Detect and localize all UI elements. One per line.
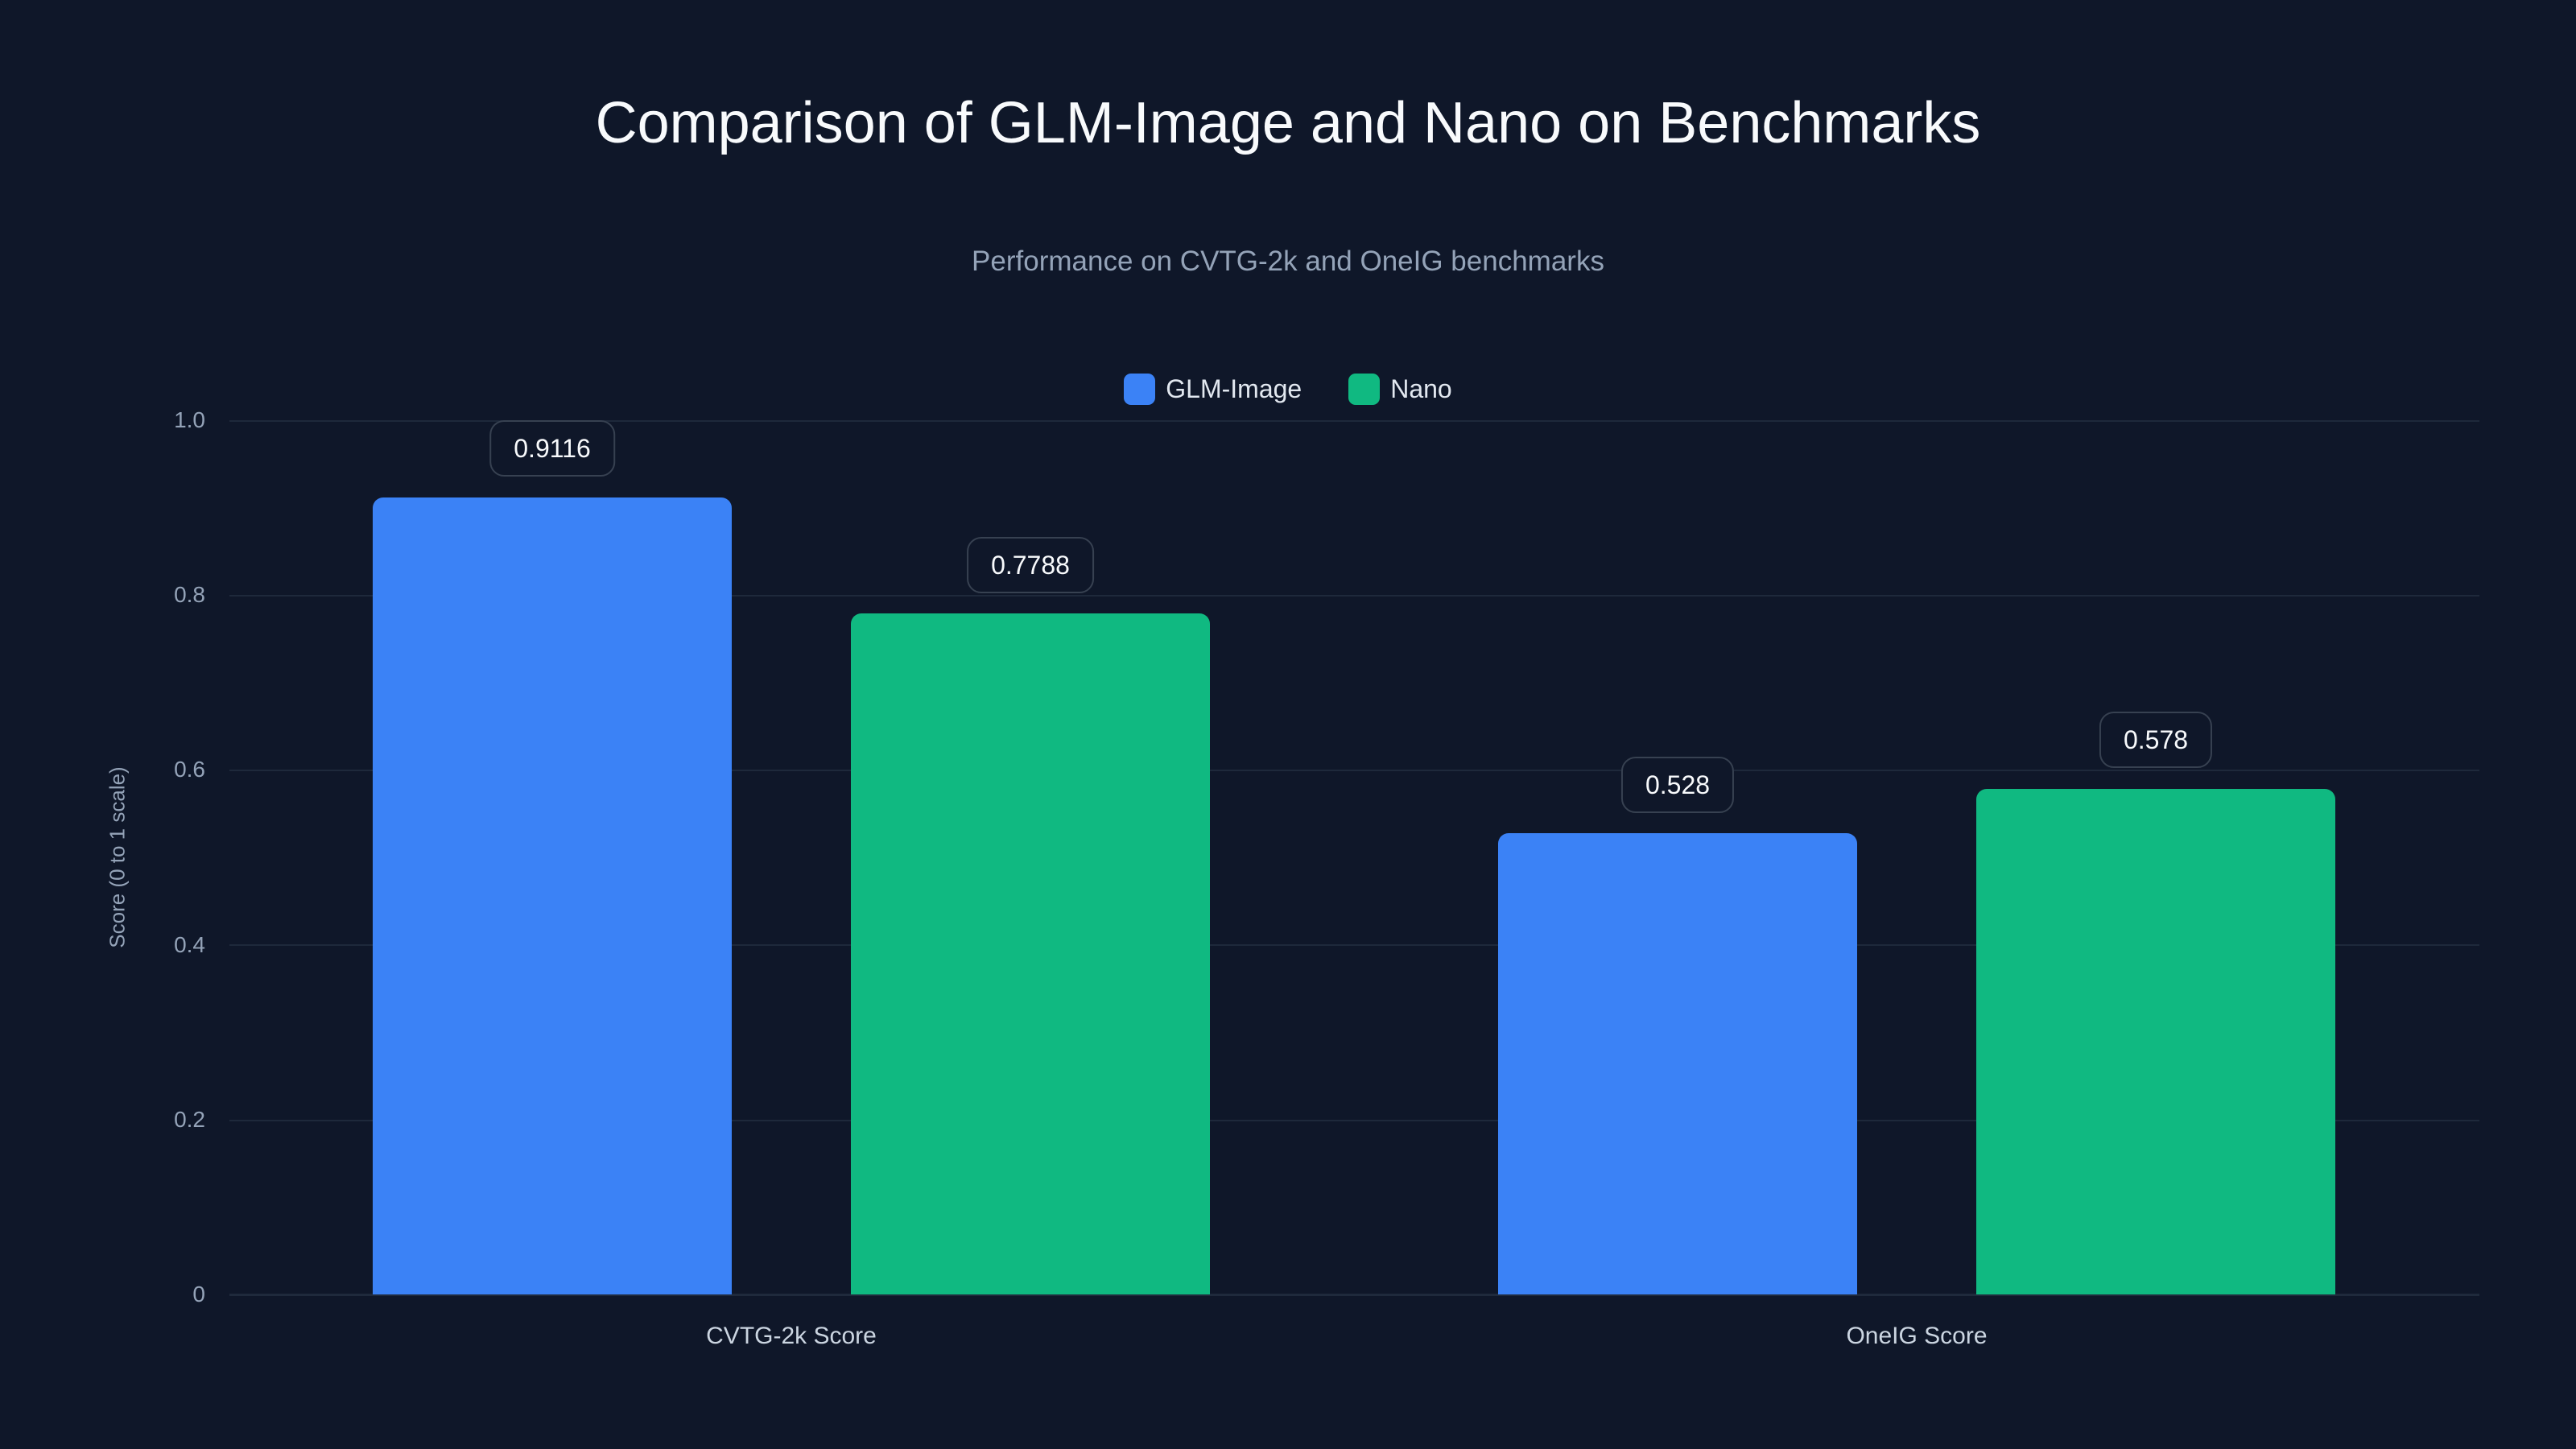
legend-label: GLM-Image: [1166, 374, 1302, 403]
gridline-0.8: [229, 595, 2479, 597]
bar-cvtg-nano[interactable]: [851, 613, 1210, 1294]
plot-area: 0.9116 0.7788 0.528 0.578: [229, 420, 2479, 1296]
gridline-0.4: [229, 944, 2479, 946]
glm-image-swatch-icon: [1124, 374, 1156, 405]
y-tick: 0.8: [174, 582, 205, 607]
bar-oneig-nano[interactable]: [1976, 789, 2335, 1294]
legend-item-nano[interactable]: Nano: [1348, 374, 1452, 405]
value-label: 0.528: [1620, 757, 1735, 813]
y-tick: 0.4: [174, 932, 205, 957]
gridline-0.6: [229, 770, 2479, 771]
bar-cvtg-glm-image[interactable]: [373, 497, 732, 1294]
y-tick: 0.6: [174, 757, 205, 782]
y-tick: 0.2: [174, 1107, 205, 1132]
value-label: 0.7788: [967, 537, 1094, 593]
nano-swatch-icon: [1348, 374, 1381, 405]
x-axis-baseline: [229, 1294, 2479, 1296]
x-tick-cvtg-2k: CVTG-2k Score: [706, 1323, 877, 1349]
bar-oneig-glm-image[interactable]: [1498, 833, 1857, 1294]
legend-label: Nano: [1390, 374, 1452, 403]
gridline-1.0: [229, 420, 2479, 422]
chart-title: Comparison of GLM-Image and Nano on Benc…: [595, 91, 1981, 155]
legend: GLM-Image Nano: [0, 374, 2576, 405]
y-tick: 0: [192, 1282, 205, 1307]
value-label: 0.578: [2099, 712, 2213, 768]
x-tick-oneig: OneIG Score: [1846, 1323, 1988, 1349]
y-axis-label: Score (0 to 1 scale): [105, 766, 130, 948]
chart-subtitle: Performance on CVTG-2k and OneIG benchma…: [972, 246, 1604, 277]
value-label: 0.9116: [489, 420, 615, 477]
gridline-0.2: [229, 1120, 2479, 1121]
y-tick: 1.0: [174, 407, 205, 432]
legend-item-glm-image[interactable]: GLM-Image: [1124, 374, 1302, 405]
